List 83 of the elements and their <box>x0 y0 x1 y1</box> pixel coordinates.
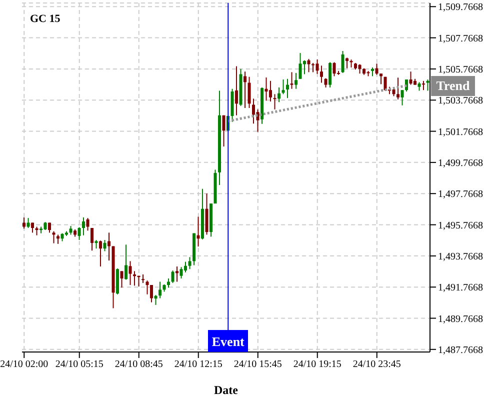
candlestick <box>332 62 336 77</box>
y-tick-label: 1,489.7668 <box>438 314 483 325</box>
candlestick <box>400 90 404 106</box>
y-tick-label: 1,507.7668 <box>438 33 483 44</box>
y-tick-label: 1,495.7668 <box>438 220 483 232</box>
y-tick-label: 1,501.7668 <box>438 126 483 138</box>
x-tick-label: 24/10 08:45 <box>114 359 163 370</box>
candlestick <box>205 193 208 236</box>
candlestick <box>26 218 30 228</box>
y-tick-label: 1,503.7668 <box>438 96 483 107</box>
candlestick <box>278 86 281 103</box>
y-tick-label: 1,491.7668 <box>438 282 483 294</box>
candlestick <box>286 78 290 99</box>
candlestick <box>196 216 200 248</box>
text: Trend <box>431 76 475 96</box>
candlestick <box>290 72 294 90</box>
candlestick <box>426 79 430 92</box>
candlestick <box>298 52 302 80</box>
candlestick <box>358 64 362 74</box>
candlestick <box>248 76 251 109</box>
candlestick <box>422 80 426 91</box>
candlestick <box>380 73 383 85</box>
candlestick <box>22 216 26 230</box>
candlestick <box>176 266 179 282</box>
candlestick <box>252 98 256 124</box>
candlestick <box>396 77 400 100</box>
candlestick <box>222 114 226 147</box>
candlestick <box>294 72 298 90</box>
candlestick <box>328 62 332 88</box>
candlestick <box>108 232 111 262</box>
candlestick <box>269 80 272 102</box>
candlestick <box>184 261 188 273</box>
candlestick <box>48 222 52 234</box>
candlestick <box>346 57 349 69</box>
candlestick <box>341 50 344 74</box>
candlestick <box>99 240 102 267</box>
y-tick-label: 1,505.7668 <box>438 64 483 76</box>
y-tick-label: 1,493.7668 <box>438 251 483 262</box>
candlestick <box>78 226 81 240</box>
candlestick <box>56 234 60 244</box>
candlestick <box>375 63 378 76</box>
x-tick-label: 24/10 02:00 <box>0 359 48 370</box>
candlestick <box>256 108 260 132</box>
candlestick <box>52 230 56 244</box>
candlestick <box>124 244 128 280</box>
candlestick <box>303 60 306 75</box>
x-tick-label: 24/10 15:45 <box>234 359 282 370</box>
candlestick <box>320 65 324 84</box>
annotation: Event <box>208 330 248 352</box>
x-tick-label: 24/10 19:15 <box>293 359 342 370</box>
x-axis-title: Date <box>214 383 239 397</box>
candlestick <box>171 270 174 284</box>
candlestick <box>273 94 276 110</box>
candlestick <box>188 256 192 270</box>
x-tick-label: 24/10 23:45 <box>352 359 401 370</box>
text: GC 15 <box>30 13 60 25</box>
candlestick <box>86 218 90 232</box>
x-tick-label: 24/10 05:15 <box>55 359 104 370</box>
y-tick-label: 1,499.7668 <box>438 158 483 169</box>
candlestick <box>82 216 86 236</box>
candlestick <box>316 59 319 74</box>
candlestick <box>282 79 285 95</box>
candlestick <box>180 266 183 279</box>
candlestick <box>146 280 149 295</box>
candlestick <box>244 71 247 109</box>
candlestick <box>150 284 154 303</box>
y-tick-label: 1,487.7668 <box>438 344 483 356</box>
candlestick <box>90 227 94 252</box>
candlestick <box>154 294 158 306</box>
candlestick <box>120 270 124 288</box>
candlestick <box>312 62 315 73</box>
x-tick-label: 24/10 12:15 <box>174 359 222 370</box>
candlestick <box>103 239 106 252</box>
y-tick-label: 1,509.7668 <box>438 2 483 14</box>
candlestick <box>324 78 328 88</box>
candlestick <box>264 76 268 102</box>
candlestick <box>158 281 162 299</box>
candlestick <box>128 260 132 286</box>
candlestick <box>167 278 170 288</box>
candlestick <box>409 71 412 86</box>
candlestick <box>235 66 238 116</box>
y-tick-label: 1,497.7668 <box>438 189 483 200</box>
candlestick <box>31 222 34 234</box>
